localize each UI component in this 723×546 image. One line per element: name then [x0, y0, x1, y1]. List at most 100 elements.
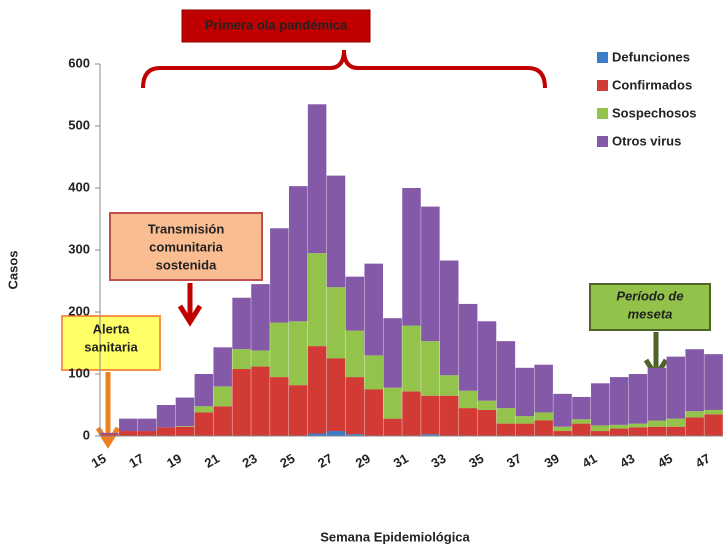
y-tick-label: 200 — [68, 303, 90, 318]
x-tick-label: 35 — [466, 451, 486, 471]
x-tick-label: 41 — [579, 451, 599, 471]
bar-segment — [156, 405, 176, 428]
bar-segment — [591, 425, 610, 432]
bar-segment — [119, 418, 138, 432]
bar-segment — [553, 426, 572, 432]
x-tick-label: 45 — [655, 451, 675, 471]
annotation: comunitaria — [149, 239, 223, 254]
bar-segment — [307, 104, 327, 254]
bar-segment — [119, 431, 138, 436]
bar-segment — [383, 387, 402, 419]
bar-segment — [647, 426, 667, 436]
y-tick-label: 400 — [68, 179, 90, 194]
bar-segment — [326, 287, 346, 359]
bar-segment — [534, 412, 553, 421]
bar-segment — [175, 426, 195, 436]
bar-segment — [685, 411, 704, 418]
bar-segment — [364, 355, 383, 390]
bar-segment — [383, 418, 402, 436]
bar-segment — [288, 186, 308, 322]
x-tick-label: 33 — [428, 451, 448, 471]
x-tick-label: 37 — [504, 451, 524, 471]
x-tick-label: 19 — [164, 451, 184, 471]
bar-segment — [609, 424, 629, 429]
bar-segment — [326, 431, 346, 436]
bar-segment — [194, 374, 214, 407]
bar-segment — [345, 377, 365, 435]
bar-segment — [628, 427, 648, 436]
bar-segment — [251, 284, 270, 351]
bar-segment — [402, 325, 421, 392]
annotation: meseta — [628, 306, 673, 321]
x-tick-label: 23 — [240, 451, 260, 471]
bar-segment — [288, 321, 308, 386]
bar-segment — [383, 318, 402, 388]
bar-segment — [232, 369, 251, 436]
bar-segment — [685, 349, 704, 412]
bar-segment — [137, 431, 157, 436]
annotation: Primera ola pandémica — [205, 17, 348, 32]
bar-segment — [572, 423, 591, 436]
bar-segment — [194, 406, 214, 413]
legend-label: Confirmados — [612, 77, 692, 92]
bar-segment — [458, 303, 478, 391]
bar-segment — [326, 175, 346, 288]
bar-segment — [345, 276, 365, 331]
bar-segment — [213, 347, 232, 387]
bar-segment — [440, 260, 459, 376]
legend-swatch — [597, 52, 608, 63]
bar-segment — [100, 432, 119, 435]
bar-segment — [345, 330, 365, 378]
bar-segment — [307, 433, 327, 436]
bar-segment — [326, 358, 346, 432]
bar-segment — [288, 385, 308, 436]
y-tick-label: 0 — [83, 427, 90, 442]
bar-segment — [175, 397, 195, 427]
bar-segment — [572, 396, 591, 420]
bar-segment — [421, 206, 440, 342]
bar-segment — [515, 367, 535, 417]
bar-segment — [364, 389, 383, 436]
annotation-box — [61, 315, 161, 371]
annotation: Transmisión — [148, 221, 225, 236]
annotation: Alerta — [93, 321, 131, 336]
bar-segment — [704, 354, 723, 410]
bar-segment — [421, 395, 440, 435]
legend-swatch — [597, 136, 608, 147]
legend-swatch — [597, 108, 608, 119]
bar-segment — [704, 414, 723, 436]
y-tick-label: 600 — [68, 55, 90, 70]
x-tick-label: 47 — [693, 451, 713, 471]
bar-segment — [666, 356, 686, 419]
annotation: sanitaria — [84, 339, 138, 354]
bar-segment — [496, 408, 516, 424]
x-tick-label: 25 — [277, 451, 297, 471]
arrow — [177, 283, 203, 327]
bar-segment — [553, 431, 572, 436]
brace — [141, 49, 547, 89]
bar-segment — [515, 416, 535, 424]
bar-segment — [647, 367, 667, 421]
bar-segment — [213, 386, 232, 407]
bar-segment — [251, 366, 270, 436]
bar-segment — [213, 406, 232, 436]
bar-segment — [100, 434, 119, 436]
bar-segment — [458, 390, 478, 409]
bar-segment — [440, 375, 459, 396]
bar-segment — [137, 418, 157, 432]
y-tick-label: 500 — [68, 117, 90, 132]
bar-segment — [666, 426, 686, 436]
x-axis-title: Semana Epidemiológica — [320, 529, 470, 544]
bar-segment — [647, 420, 667, 427]
x-tick-label: 17 — [126, 451, 146, 471]
bar-segment — [194, 412, 214, 436]
bar-segment — [307, 253, 327, 347]
annotation-box — [589, 283, 711, 331]
bar-segment — [251, 350, 270, 367]
bar-segment — [628, 374, 648, 424]
bar-segment — [232, 349, 251, 370]
x-tick-label: 21 — [202, 451, 222, 471]
bar-segment — [477, 400, 497, 410]
bar-segment — [666, 418, 686, 427]
